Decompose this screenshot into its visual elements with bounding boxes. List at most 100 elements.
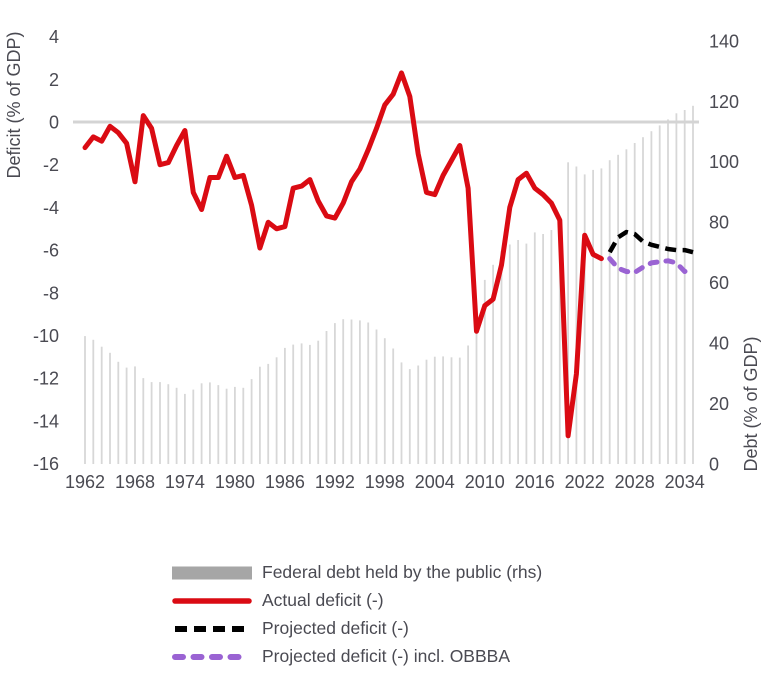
x-axis-tick-label: 2004 [415,472,455,492]
debt-bar [192,389,195,464]
debt-bar [292,344,295,464]
debt-bar [467,345,469,464]
legend-swatch-dashed-round-line [172,654,252,660]
debt-bar [383,338,386,464]
x-axis-tick-label: 1962 [65,472,105,492]
actual-deficit-line [82,70,604,439]
debt-bar [142,378,145,464]
debt-bar [567,162,569,465]
left-axis-tick-label: 0 [49,113,59,133]
debt-bar [533,232,536,464]
debt-bar [209,382,211,464]
legend-label: Projected deficit (-) incl. OBBBA [262,646,510,667]
projected-deficit-obbba-line [607,256,696,275]
debt-bar [517,240,519,464]
debt-bar [175,387,178,464]
debt-bar [267,363,270,464]
x-axis-tick-label: 1992 [315,472,355,492]
debt-bar [625,149,628,465]
debt-bar [558,224,561,464]
debt-bar [125,367,128,464]
left-axis-tick-label: -8 [43,283,59,303]
debt-bar [475,305,478,464]
debt-bar [184,393,186,464]
debt-bar [433,356,436,464]
left-axis-tick-label: -12 [33,369,59,389]
debt-bar [317,340,320,464]
debt-bar [667,119,669,465]
debt-bar [458,357,461,464]
debt-bar [275,357,278,464]
right-axis-tick-label: 80 [709,213,729,233]
debt-bar [408,369,411,464]
debt-bar [234,386,236,464]
debt-bar [608,160,611,464]
left-axis-tick-label: -14 [33,411,59,431]
legend-item-actual-deficit: Actual deficit (-) [172,587,542,615]
debt-bar [683,110,686,464]
debt-bar [600,168,603,464]
debt-bar [692,105,694,465]
projected-deficit-line [607,229,694,255]
debt-bar [334,323,336,464]
right-axis-tick-label: 60 [709,273,729,293]
debt-bar [650,131,653,464]
debt-bar [492,264,494,464]
debt-bar [450,357,453,464]
debt-bar [400,362,403,464]
debt-bar [167,384,170,464]
debt-bar [84,336,86,464]
debt-bar [367,322,370,464]
debt-bar [617,154,619,465]
debt-bar [425,359,428,464]
debt-bar [117,361,120,464]
left-axis-tick-label: -2 [43,155,59,175]
right-axis-tick-label: 20 [709,394,729,414]
debt-bar [309,344,311,464]
left-axis-tick-label: 4 [49,27,59,47]
x-axis-tick-label: 2016 [515,472,555,492]
legend-swatch-dashed-line [175,626,249,632]
debt-bar [259,366,261,464]
x-axis-tick-label: 1974 [165,472,205,492]
legend-swatch-bar [172,566,252,580]
legend-item-federal-debt: Federal debt held by the public (rhs) [172,559,542,587]
debt-bar [300,343,303,464]
debt-bar [642,137,644,464]
right-axis-tick-label: 140 [709,31,739,51]
debt-bar [525,243,528,464]
debt-bar [500,251,503,464]
debt-bar [392,348,395,464]
debt-bar [225,388,228,464]
legend-label: Actual deficit (-) [262,590,384,611]
debt-bar [359,320,361,464]
left-axis-tick-label: -4 [43,198,59,218]
debt-bar [325,331,328,464]
debt-bar [483,279,486,464]
left-axis-tick-label: -10 [33,326,59,346]
debt-bar [350,319,353,464]
x-axis-tick-label: 1968 [115,472,155,492]
debt-bar [109,352,111,464]
debt-bar [242,387,245,464]
legend-label: Federal debt held by the public (rhs) [262,562,543,583]
axis-tick-labels: 420-2-4-6-8-10-12-14-1614012010080604020… [33,27,739,492]
x-axis-tick-label: 2010 [465,472,505,492]
debt-bar [550,230,553,464]
debt-bar [92,339,95,464]
x-axis-tick-label: 1998 [365,472,405,492]
debt-bar [217,385,220,464]
debt-bar [442,356,444,464]
x-axis-tick-label: 1980 [215,472,255,492]
debt-bar [675,113,678,465]
chart-legend: Federal debt held by the public (rhs) Ac… [172,559,542,671]
deficit-line-series [82,70,696,439]
debt-bar [592,169,594,464]
debt-bar [342,319,345,464]
right-axis-title: Debt (% of GDP) [741,336,761,471]
legend-swatch-solid-line [172,598,252,604]
x-axis-tick-label: 2034 [665,472,705,492]
x-axis-tick-label: 2028 [615,472,655,492]
debt-bar [575,166,578,464]
